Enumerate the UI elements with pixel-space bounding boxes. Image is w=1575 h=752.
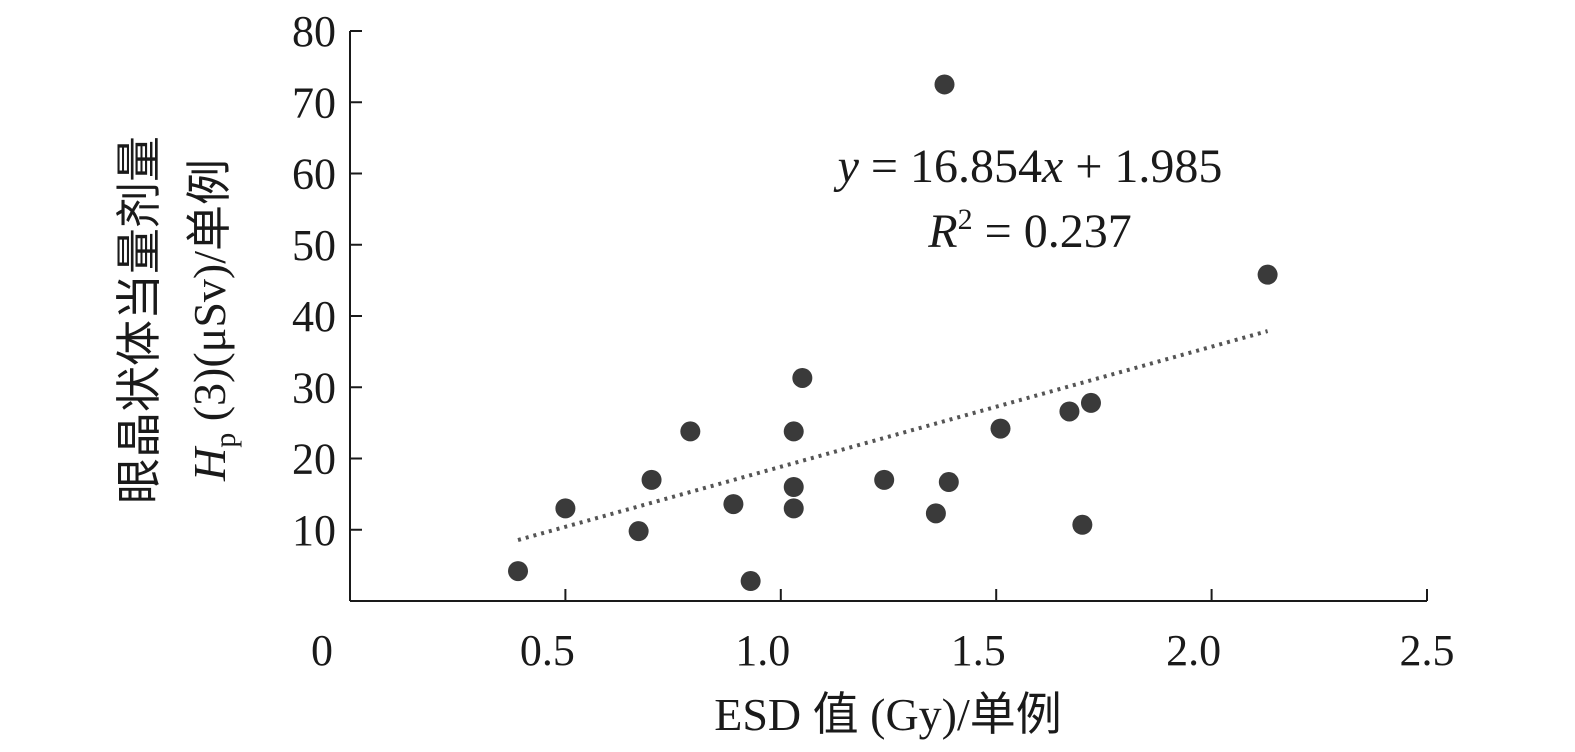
- r-squared-value: = 0.237: [973, 205, 1132, 258]
- x-tick-label: 0: [311, 626, 333, 675]
- data-point: [792, 367, 813, 388]
- data-point: [783, 477, 804, 497]
- y-tick-label: 20: [292, 435, 336, 484]
- data-point: [641, 469, 662, 490]
- data-point: [1059, 401, 1080, 422]
- y-axis-label-subscript: p: [209, 433, 242, 448]
- data-point: [508, 561, 529, 582]
- data-points: [508, 74, 1278, 592]
- r-squared-symbol: R: [927, 205, 957, 258]
- r-squared-superscript: 2: [958, 203, 973, 236]
- y-ticks: 10 20 30 40 50 60 70 80: [292, 7, 362, 555]
- data-point: [1257, 264, 1278, 285]
- data-point: [783, 421, 804, 442]
- data-point: [1080, 392, 1101, 413]
- x-tick-label: 1.5: [951, 626, 1006, 675]
- y-tick-label: 70: [292, 78, 336, 127]
- data-point: [628, 521, 649, 542]
- equation-intercept: + 1.985: [1063, 140, 1222, 193]
- y-tick-label: 60: [292, 150, 336, 199]
- regression-equation: y = 16.854x + 1.985: [833, 140, 1223, 193]
- x-tick-label: 1.0: [735, 626, 790, 675]
- equation-x-var: x: [1041, 140, 1063, 193]
- data-point: [555, 498, 576, 519]
- data-point: [723, 494, 744, 515]
- data-point: [680, 421, 701, 442]
- y-tick-label: 30: [292, 363, 336, 412]
- r-squared: R2 = 0.237: [927, 203, 1131, 258]
- y-axis-label-symbol: H: [184, 445, 235, 482]
- data-point: [990, 418, 1011, 439]
- y-axis-label-unit: (3)(μSv)/单例: [184, 159, 235, 433]
- axes: [349, 31, 1427, 602]
- x-ticks: 0 0.5 1.0 1.5 2.0 2.5: [311, 589, 1455, 675]
- equation-slope: = 16.854: [859, 140, 1042, 193]
- y-tick-label: 10: [292, 506, 336, 555]
- y-axis-label-line1: 眼晶状体当量剂量: [114, 136, 165, 504]
- data-point: [783, 498, 804, 519]
- x-tick-label: 0.5: [520, 626, 575, 675]
- y-axis-label: 眼晶状体当量剂量 Hp (3)(μSv)/单例: [114, 136, 242, 504]
- y-tick-label: 40: [292, 292, 336, 341]
- data-point: [934, 74, 955, 95]
- data-point: [874, 469, 895, 490]
- y-tick-label: 50: [292, 221, 336, 270]
- data-point: [938, 472, 959, 493]
- trendline: [517, 329, 1269, 542]
- x-tick-label: 2.0: [1166, 626, 1221, 675]
- equation-y-var: y: [833, 140, 860, 193]
- data-point: [1072, 514, 1093, 535]
- x-tick-label: 2.5: [1400, 626, 1455, 675]
- x-axis-label: ESD 值 (Gy)/单例: [714, 689, 1062, 740]
- data-point: [925, 503, 946, 524]
- data-point: [740, 571, 761, 592]
- y-axis-label-line2: Hp (3)(μSv)/单例: [184, 159, 242, 482]
- y-tick-label: 80: [292, 7, 336, 56]
